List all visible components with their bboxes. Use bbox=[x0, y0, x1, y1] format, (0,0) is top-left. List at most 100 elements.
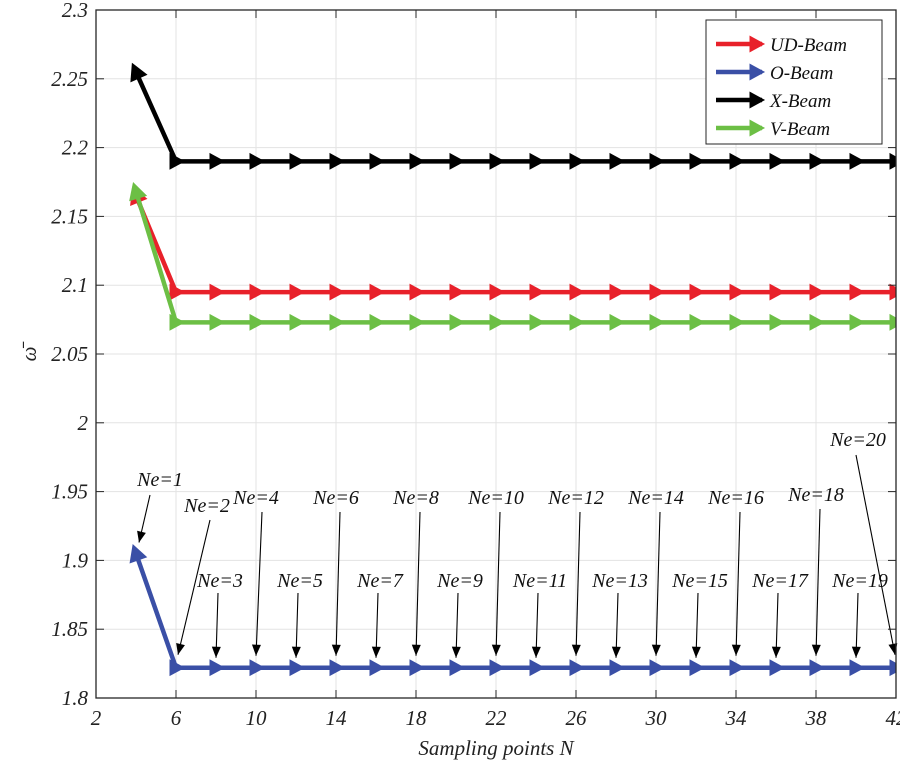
v-beam-point bbox=[449, 313, 466, 331]
ud-beam-point bbox=[689, 283, 706, 301]
axes: 261014182226303438421.81.851.91.9522.052… bbox=[51, 0, 900, 730]
annotation-arrowhead bbox=[331, 644, 341, 656]
ud-beam-point bbox=[369, 283, 386, 301]
annotation-arrowhead bbox=[251, 644, 261, 656]
x-beam-point bbox=[489, 152, 506, 170]
annotation-arrowhead bbox=[691, 646, 701, 658]
o-beam-point bbox=[529, 659, 546, 677]
y-tick-label: 2.25 bbox=[51, 67, 88, 91]
x-beam-point bbox=[809, 152, 826, 170]
v-beam-point bbox=[289, 313, 306, 331]
legend-marker-o-beam bbox=[749, 63, 766, 81]
annotation-label-ne11: Ne=11 bbox=[512, 570, 567, 592]
annotation-arrow-line bbox=[495, 511, 501, 656]
annotation-label-ne7: Ne=7 bbox=[356, 570, 404, 592]
o-beam-point bbox=[209, 659, 226, 677]
annotation-label-ne20: Ne=20 bbox=[829, 429, 886, 451]
x-tick-label: 30 bbox=[645, 706, 668, 730]
annotation-arrow-line bbox=[415, 511, 421, 656]
o-beam-point bbox=[649, 659, 666, 677]
annotation-arrowhead bbox=[771, 646, 781, 658]
annotation-arrowhead bbox=[211, 646, 221, 658]
legend-label-ud-beam: UD-Beam bbox=[770, 35, 847, 56]
x-beam-point bbox=[369, 152, 386, 170]
x-tick-label: 6 bbox=[171, 706, 182, 730]
x-beam-point bbox=[689, 152, 706, 170]
v-beam-point bbox=[649, 313, 666, 331]
x-beam-point bbox=[449, 152, 466, 170]
o-beam-point bbox=[569, 659, 586, 677]
o-beam-point bbox=[769, 659, 786, 677]
x-beam-point bbox=[409, 152, 426, 170]
annotation-label-ne13: Ne=13 bbox=[591, 570, 648, 592]
y-tick-label: 1.8 bbox=[62, 686, 89, 710]
annotation-arrow-line bbox=[655, 511, 661, 656]
x-beam-point bbox=[209, 152, 226, 170]
ud-beam-point bbox=[729, 283, 746, 301]
o-beam-point bbox=[129, 544, 148, 564]
ud-beam-point bbox=[169, 283, 186, 301]
o-beam-point bbox=[329, 659, 346, 677]
y-tick-label: 2.05 bbox=[51, 342, 88, 366]
y-tick-label: 1.95 bbox=[51, 480, 88, 504]
x-beam-point bbox=[529, 152, 546, 170]
v-beam-point bbox=[809, 313, 826, 331]
legend-label-o-beam: O-Beam bbox=[770, 63, 833, 84]
x-beam-point bbox=[249, 152, 266, 170]
ud-beam-point bbox=[649, 283, 666, 301]
o-beam-point bbox=[369, 659, 386, 677]
annotation-label-ne9: Ne=9 bbox=[436, 570, 483, 592]
o-beam-point bbox=[409, 659, 426, 677]
legend-box bbox=[705, 19, 883, 145]
annotation-arrowhead bbox=[731, 644, 741, 656]
annotation-arrowhead bbox=[571, 644, 581, 656]
legend-label-v-beam: V-Beam bbox=[770, 119, 830, 140]
ud-beam-point bbox=[209, 283, 226, 301]
x-tick-label: 38 bbox=[805, 706, 828, 730]
annotation-arrow-line bbox=[335, 511, 341, 656]
y-tick-label: 2.1 bbox=[62, 273, 88, 297]
annotation-arrow-line bbox=[177, 519, 211, 655]
ud-beam-point bbox=[889, 283, 896, 301]
annotation-arrowhead bbox=[291, 646, 301, 658]
annotation-arrow-line bbox=[735, 511, 741, 656]
ud-beam-point bbox=[529, 283, 546, 301]
v-beam-point bbox=[489, 313, 506, 331]
annotation-arrowhead bbox=[811, 644, 821, 656]
annotation-label-ne10: Ne=10 bbox=[467, 487, 524, 509]
ud-beam-point bbox=[609, 283, 626, 301]
x-beam-point bbox=[169, 152, 186, 170]
x-tick-label: 34 bbox=[725, 706, 748, 730]
v-beam-point bbox=[689, 313, 706, 331]
ud-beam-point bbox=[449, 283, 466, 301]
o-beam-point bbox=[849, 659, 866, 677]
x-beam-point bbox=[769, 152, 786, 170]
o-beam-point bbox=[609, 659, 626, 677]
annotation-arrowhead bbox=[451, 646, 461, 658]
v-beam-point bbox=[889, 313, 896, 331]
annotation-label-ne1: Ne=1 bbox=[136, 469, 183, 491]
v-beam-point bbox=[849, 313, 866, 331]
legend-marker-v-beam bbox=[749, 119, 766, 137]
v-beam-point bbox=[729, 313, 746, 331]
x-tick-label: 2 bbox=[91, 706, 102, 730]
ud-beam-point bbox=[849, 283, 866, 301]
x-tick-label: 22 bbox=[486, 706, 508, 730]
annotation-arrowhead bbox=[651, 644, 661, 656]
o-beam-point bbox=[689, 659, 706, 677]
legend-marker-ud-beam bbox=[749, 35, 766, 53]
annotation-label-ne12: Ne=12 bbox=[547, 487, 604, 509]
x-beam-point bbox=[289, 152, 306, 170]
annotation-arrow-line bbox=[815, 508, 821, 656]
o-beam-point bbox=[169, 659, 186, 677]
annotation-arrow-line bbox=[575, 511, 581, 656]
v-beam-point bbox=[529, 313, 546, 331]
v-beam-point bbox=[569, 313, 586, 331]
v-beam-point bbox=[609, 313, 626, 331]
annotation-label-ne14: Ne=14 bbox=[627, 487, 684, 509]
x-beam-point bbox=[569, 152, 586, 170]
annotation-arrowhead bbox=[411, 644, 421, 656]
annotation-arrowhead bbox=[176, 642, 185, 655]
annotation-label-ne8: Ne=8 bbox=[392, 487, 439, 509]
